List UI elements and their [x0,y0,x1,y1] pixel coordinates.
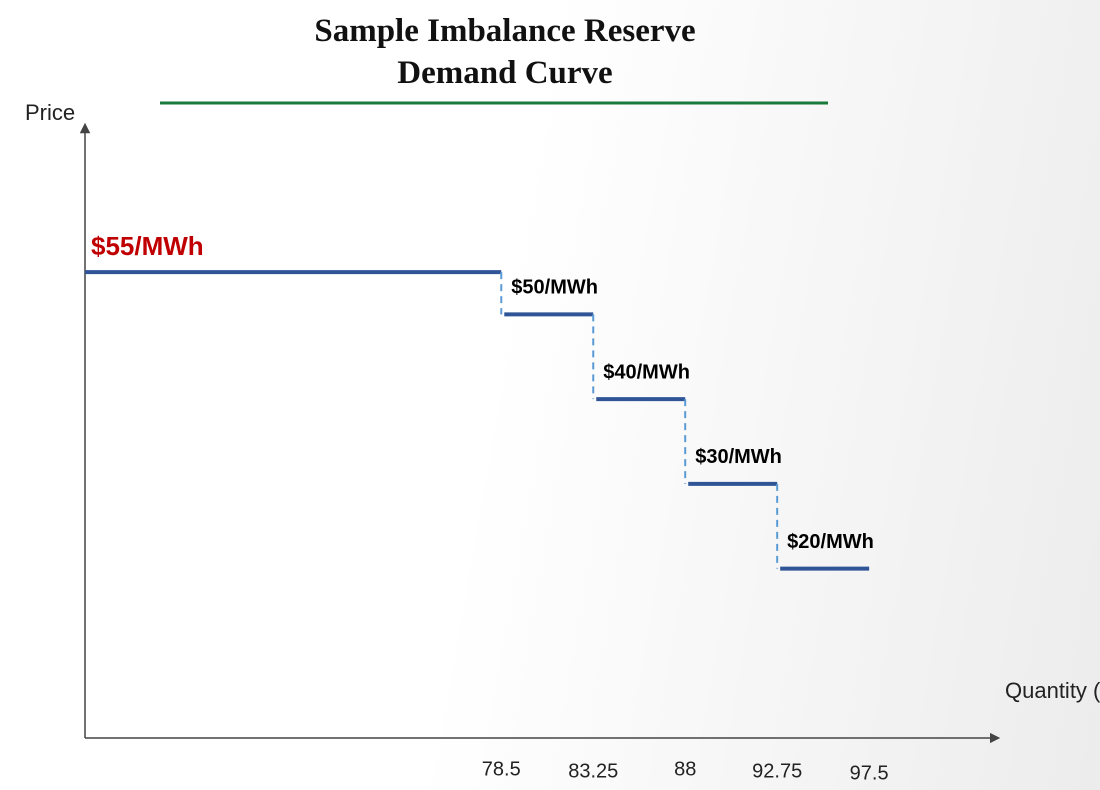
x-tick-label: 92.75 [752,760,802,782]
value-label: $55/MWh [91,231,204,261]
x-tick-label: 97.5 [850,762,889,784]
x-tick-label: 78.5 [482,758,521,780]
y-axis-label: Price [25,100,75,125]
x-axis-label: Quantity (MW) [1005,678,1100,703]
value-label: $50/MWh [511,277,598,299]
value-label: $40/MWh [603,361,690,383]
chart-title: Sample Imbalance Reserve Demand Curve [314,13,696,91]
x-tick-label: 83.25 [568,760,618,782]
value-label: $30/MWh [695,446,782,468]
value-label: $20/MWh [787,531,874,553]
x-tick-label: 88 [674,758,696,780]
